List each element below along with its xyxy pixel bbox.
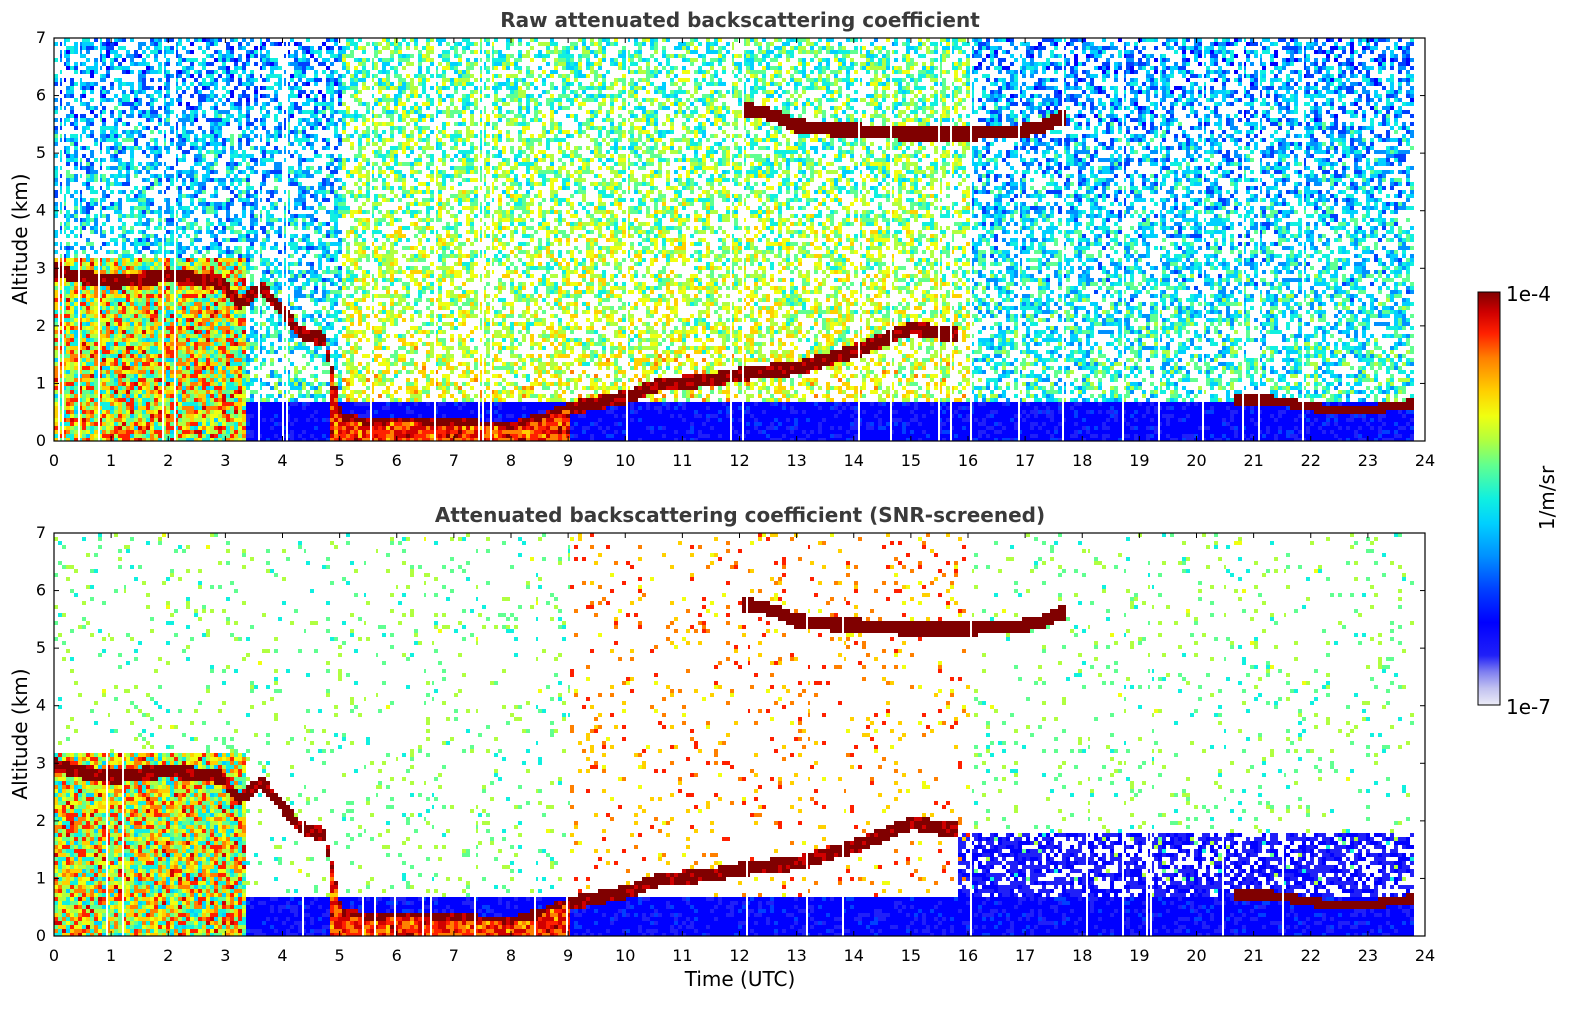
x-tick-label: 22 xyxy=(1301,451,1321,470)
x-tick-label: 7 xyxy=(449,946,459,965)
x-tick-label: 6 xyxy=(392,946,402,965)
x-tick-label: 13 xyxy=(786,451,806,470)
y-tick-label: 7 xyxy=(36,523,46,542)
x-tick-label: 3 xyxy=(220,451,230,470)
x-tick-label: 5 xyxy=(335,451,345,470)
heatmap-cells xyxy=(54,533,1414,936)
x-tick-label: 10 xyxy=(615,451,635,470)
x-tick-label: 11 xyxy=(672,946,692,965)
x-tick-label: 6 xyxy=(392,451,402,470)
x-tick-label: 17 xyxy=(1015,451,1035,470)
panel-1-axes: 0 1 2 3 4 5 6 7 8 9 10 11 12 13 14 15 16 17 18 19 20 21 22 23 24… xyxy=(36,28,1435,470)
x-tick-label: 8 xyxy=(506,451,516,470)
y-tick-label: 0 xyxy=(36,431,46,450)
x-tick-label: 7 xyxy=(449,451,459,470)
x-tick-label: 8 xyxy=(506,946,516,965)
panel-1-plot-area xyxy=(54,38,1414,441)
y-tick-label: 0 xyxy=(36,926,46,945)
heatmap-cells xyxy=(54,38,1414,441)
x-tick-label: 0 xyxy=(49,946,59,965)
panel-2-plot-area xyxy=(54,533,1414,936)
x-tick-label: 3 xyxy=(220,946,230,965)
x-tick-label: 2 xyxy=(163,946,173,965)
colorbar-max-label: 1e-4 xyxy=(1506,282,1551,306)
x-tick-label: 16 xyxy=(958,946,978,965)
panel-2-y-axis-label: Altitude (km) xyxy=(8,668,32,799)
panel-snr-screened-backscatter: Attenuated backscattering coefficient (S… xyxy=(8,503,1435,991)
x-tick-label: 9 xyxy=(563,946,573,965)
x-tick-label: 9 xyxy=(563,451,573,470)
x-tick-label: 1 xyxy=(106,451,116,470)
x-tick-label: 19 xyxy=(1129,451,1149,470)
x-tick-label: 18 xyxy=(1072,946,1092,965)
x-tick-label: 15 xyxy=(901,451,921,470)
x-tick-label: 12 xyxy=(729,451,749,470)
x-tick-label: 17 xyxy=(1015,946,1035,965)
x-tick-label: 5 xyxy=(335,946,345,965)
y-tick-label: 6 xyxy=(36,581,46,600)
x-tick-label: 12 xyxy=(729,946,749,965)
y-tick-label: 5 xyxy=(36,638,46,657)
y-tick-label: 3 xyxy=(36,753,46,772)
y-tick-label: 2 xyxy=(36,316,46,335)
panel-2-axes: 0 1 2 3 4 5 6 7 8 9 10 11 12 13 14 15 16 17 18 19 20 21 22 23 24… xyxy=(36,523,1435,965)
x-tick-label: 2 xyxy=(163,451,173,470)
x-tick-label: 23 xyxy=(1358,451,1378,470)
panel-raw-backscatter: Raw attenuated backscattering coefficien… xyxy=(8,8,1435,470)
y-tick-label: 2 xyxy=(36,811,46,830)
y-tick-label: 4 xyxy=(36,696,46,715)
y-tick-label: 1 xyxy=(36,373,46,392)
colorbar-units-label: 1/m/sr xyxy=(1535,465,1559,530)
colorbar-gradient xyxy=(1477,291,1501,706)
y-tick-label: 4 xyxy=(36,201,46,220)
panel-1-y-axis-label: Altitude (km) xyxy=(8,173,32,304)
panel-1-title: Raw attenuated backscattering coefficien… xyxy=(500,8,980,32)
colorbar: 1e-4 1e-7 1/m/sr xyxy=(1477,282,1559,719)
x-tick-label: 0 xyxy=(49,451,59,470)
x-tick-label: 16 xyxy=(958,451,978,470)
y-tick-label: 3 xyxy=(36,258,46,277)
x-tick-label: 20 xyxy=(1186,451,1206,470)
y-tick-label: 6 xyxy=(36,86,46,105)
y-tick-label: 5 xyxy=(36,143,46,162)
x-tick-label: 4 xyxy=(277,451,287,470)
colorbar-min-label: 1e-7 xyxy=(1506,695,1551,719)
x-tick-label: 10 xyxy=(615,946,635,965)
x-tick-label: 19 xyxy=(1129,946,1149,965)
y-tick-label: 7 xyxy=(36,28,46,47)
x-tick-label: 14 xyxy=(844,946,864,965)
x-tick-label: 24 xyxy=(1415,946,1435,965)
x-tick-label: 22 xyxy=(1301,946,1321,965)
x-tick-label: 14 xyxy=(844,451,864,470)
x-tick-label: 18 xyxy=(1072,451,1092,470)
x-tick-label: 21 xyxy=(1243,946,1263,965)
x-tick-label: 24 xyxy=(1415,451,1435,470)
x-tick-label: 13 xyxy=(786,946,806,965)
panel-2-title: Attenuated backscattering coefficient (S… xyxy=(435,503,1045,527)
x-tick-label: 15 xyxy=(901,946,921,965)
x-tick-label: 11 xyxy=(672,451,692,470)
panel-2-x-axis-label: Time (UTC) xyxy=(684,967,796,991)
x-tick-label: 4 xyxy=(277,946,287,965)
x-tick-label: 23 xyxy=(1358,946,1378,965)
x-tick-label: 21 xyxy=(1243,451,1263,470)
x-tick-label: 20 xyxy=(1186,946,1206,965)
x-tick-label: 1 xyxy=(106,946,116,965)
y-tick-label: 1 xyxy=(36,868,46,887)
